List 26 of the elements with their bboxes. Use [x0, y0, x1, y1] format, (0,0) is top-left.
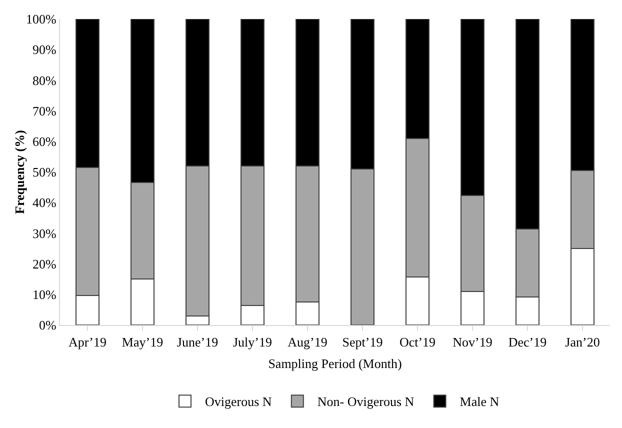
- y-tick-label: 60%: [32, 134, 57, 149]
- legend-label: Ovigerous N: [205, 394, 272, 410]
- y-tick-label: 50%: [32, 164, 57, 180]
- x-tick-label: Apr’19: [68, 334, 107, 350]
- y-tick-label: 20%: [32, 256, 57, 272]
- y-tick-label: 90%: [32, 42, 57, 58]
- y-tick-label: 30%: [32, 226, 57, 241]
- legend-label: Male N: [460, 394, 500, 410]
- x-tick-label: Oct’19: [399, 334, 436, 350]
- y-tick-label: 100%: [26, 12, 57, 27]
- y-tick-label: 80%: [32, 72, 57, 88]
- x-tick-label: Aug’19: [288, 334, 328, 350]
- x-axis-title: Sampling Period (Month): [268, 356, 402, 372]
- legend-label: Non- Ovigerous N: [317, 394, 415, 410]
- x-tick-label: May’19: [122, 334, 164, 350]
- x-tick-label: July’19: [233, 334, 272, 350]
- x-tick-label: Sept’19: [342, 334, 383, 350]
- x-tick-label: Dec’19: [508, 334, 547, 350]
- y-tick-label: 10%: [32, 286, 57, 302]
- x-tick-label: June’19: [176, 334, 218, 350]
- x-tick-label: Jan’20: [565, 334, 600, 350]
- y-tick-label: 40%: [32, 195, 57, 210]
- y-tick-label: 0%: [39, 318, 57, 333]
- y-tick-label: 70%: [32, 103, 57, 118]
- x-tick-label: Nov’19: [452, 334, 492, 350]
- y-axis-title: Frequency (%): [12, 130, 27, 214]
